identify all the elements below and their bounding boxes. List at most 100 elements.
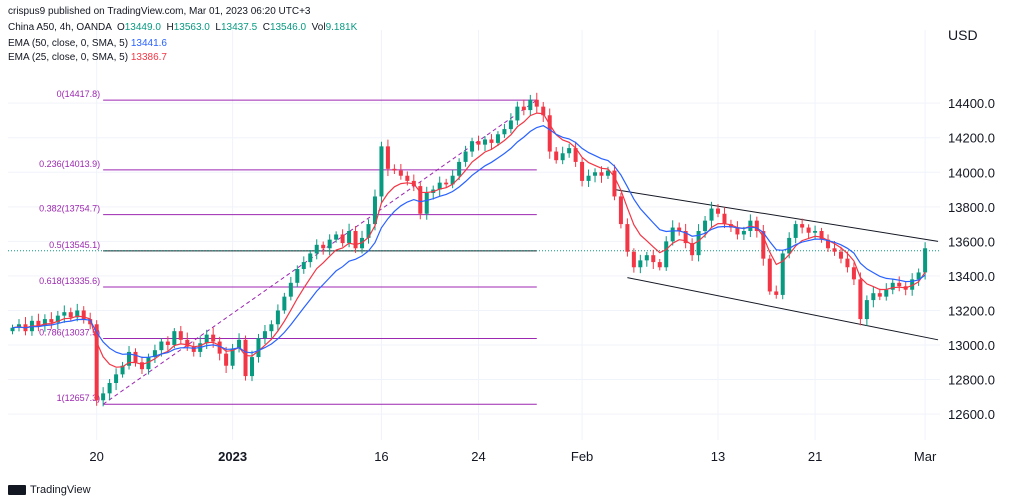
candle-body [392, 168, 397, 171]
candle-body [334, 234, 339, 240]
candle-body [88, 319, 93, 325]
tradingview-logo-icon [8, 485, 26, 495]
candle-body [709, 208, 714, 221]
price-tick-label: 13800.0 [948, 200, 995, 215]
candle-body [916, 272, 921, 280]
candle-body [185, 339, 190, 347]
candle-body [398, 170, 403, 176]
candle-body [127, 351, 132, 366]
volume-value: 9.181K [325, 22, 358, 33]
candle-body [774, 291, 779, 295]
candle-body [42, 319, 47, 326]
time-tick-label: 20 [89, 449, 103, 464]
candle-body [897, 282, 902, 287]
high-value: 13563.0 [173, 22, 210, 33]
candle-body [910, 279, 915, 290]
candle-body [476, 141, 481, 145]
ema25-legend[interactable]: EMA (25, close, 0, SMA, 5) 13386.7 [8, 52, 167, 63]
candle-body [482, 139, 488, 145]
ema50-value: 13441.6 [130, 38, 167, 49]
candle-body [593, 172, 598, 176]
price-tick-label: 14200.0 [948, 131, 995, 146]
candle-body [94, 324, 99, 401]
candle-body [340, 234, 345, 244]
candle-body [16, 324, 22, 328]
candle-body [567, 148, 572, 154]
candle-body [101, 393, 106, 401]
candle-body [819, 231, 824, 240]
candle-body [55, 315, 60, 323]
candle-body [664, 241, 669, 268]
candle-body [10, 327, 15, 332]
candle-body [230, 348, 235, 366]
candle-body [534, 99, 539, 107]
candle-body [457, 161, 462, 176]
candle-body [191, 346, 196, 352]
price-axis: 12600.0 12800.0 13000.0 13200.0 13400.0 13600… [948, 96, 995, 422]
candle-body [301, 262, 306, 269]
candle-body [541, 106, 546, 116]
candle-body [139, 362, 144, 370]
candle-body [877, 293, 882, 297]
candle-body [845, 258, 850, 268]
symbol-label[interactable]: China A50, 4h, OANDA [8, 22, 112, 33]
candle-body [858, 279, 863, 320]
candle-body [269, 324, 274, 332]
candle-body [172, 331, 177, 345]
candle-body [754, 220, 759, 231]
candle-body [528, 99, 533, 111]
fib-level-label: 0.382(13754.7) [39, 204, 100, 214]
candle-body [165, 341, 170, 345]
candle-body [366, 224, 371, 238]
candle-body [405, 175, 410, 181]
candle-body [554, 151, 559, 161]
candle-body [372, 196, 377, 225]
candle-body [424, 193, 429, 214]
candle-body [800, 224, 805, 228]
channel-lower-line [627, 277, 939, 341]
candle-body [107, 383, 112, 394]
candle-body [787, 237, 792, 254]
candle-body [133, 351, 138, 363]
candle-body [204, 334, 209, 344]
candle-body [237, 339, 242, 349]
candle-body [715, 208, 721, 214]
candle-body [321, 244, 326, 249]
candle-body [120, 365, 125, 375]
ohlc-legend: China A50, 4h, OANDA O13449.0 H13563.0 L… [8, 22, 358, 33]
time-tick-label: Feb [571, 449, 593, 464]
tradingview-watermark[interactable]: TradingView [8, 484, 91, 496]
price-tick-label: 13400.0 [948, 269, 995, 284]
candle-body [618, 196, 623, 225]
candle-body [780, 253, 785, 295]
price-tick-label: 14000.0 [948, 165, 995, 180]
candle-body [605, 170, 610, 176]
candle-body [114, 374, 119, 383]
currency-label: USD [948, 27, 978, 43]
candle-body [690, 243, 695, 256]
candle-body [495, 134, 500, 143]
time-tick-label: 2023 [218, 449, 247, 464]
candle-body [884, 289, 889, 297]
time-tick-label: 21 [808, 449, 822, 464]
channel-upper-line [614, 189, 939, 242]
candle-body [735, 227, 740, 235]
candle-body [638, 260, 643, 268]
candle-body [813, 231, 818, 233]
candle-body [580, 161, 585, 181]
candle-body [547, 115, 552, 152]
candle-body [347, 231, 352, 244]
candle-body [159, 341, 164, 351]
time-tick-label: 13 [711, 449, 725, 464]
candle-body [703, 220, 708, 231]
candle-body [178, 331, 183, 340]
candle-body [385, 146, 390, 169]
candle-body [722, 213, 727, 225]
candle-body [625, 224, 630, 252]
candle-body [793, 224, 798, 238]
chart-grid [8, 30, 940, 440]
candle-body [308, 253, 313, 263]
ema50-legend[interactable]: EMA (50, close, 0, SMA, 5) 13441.6 [8, 38, 167, 49]
fib-level-label: 0.5(13545.1) [49, 240, 100, 250]
